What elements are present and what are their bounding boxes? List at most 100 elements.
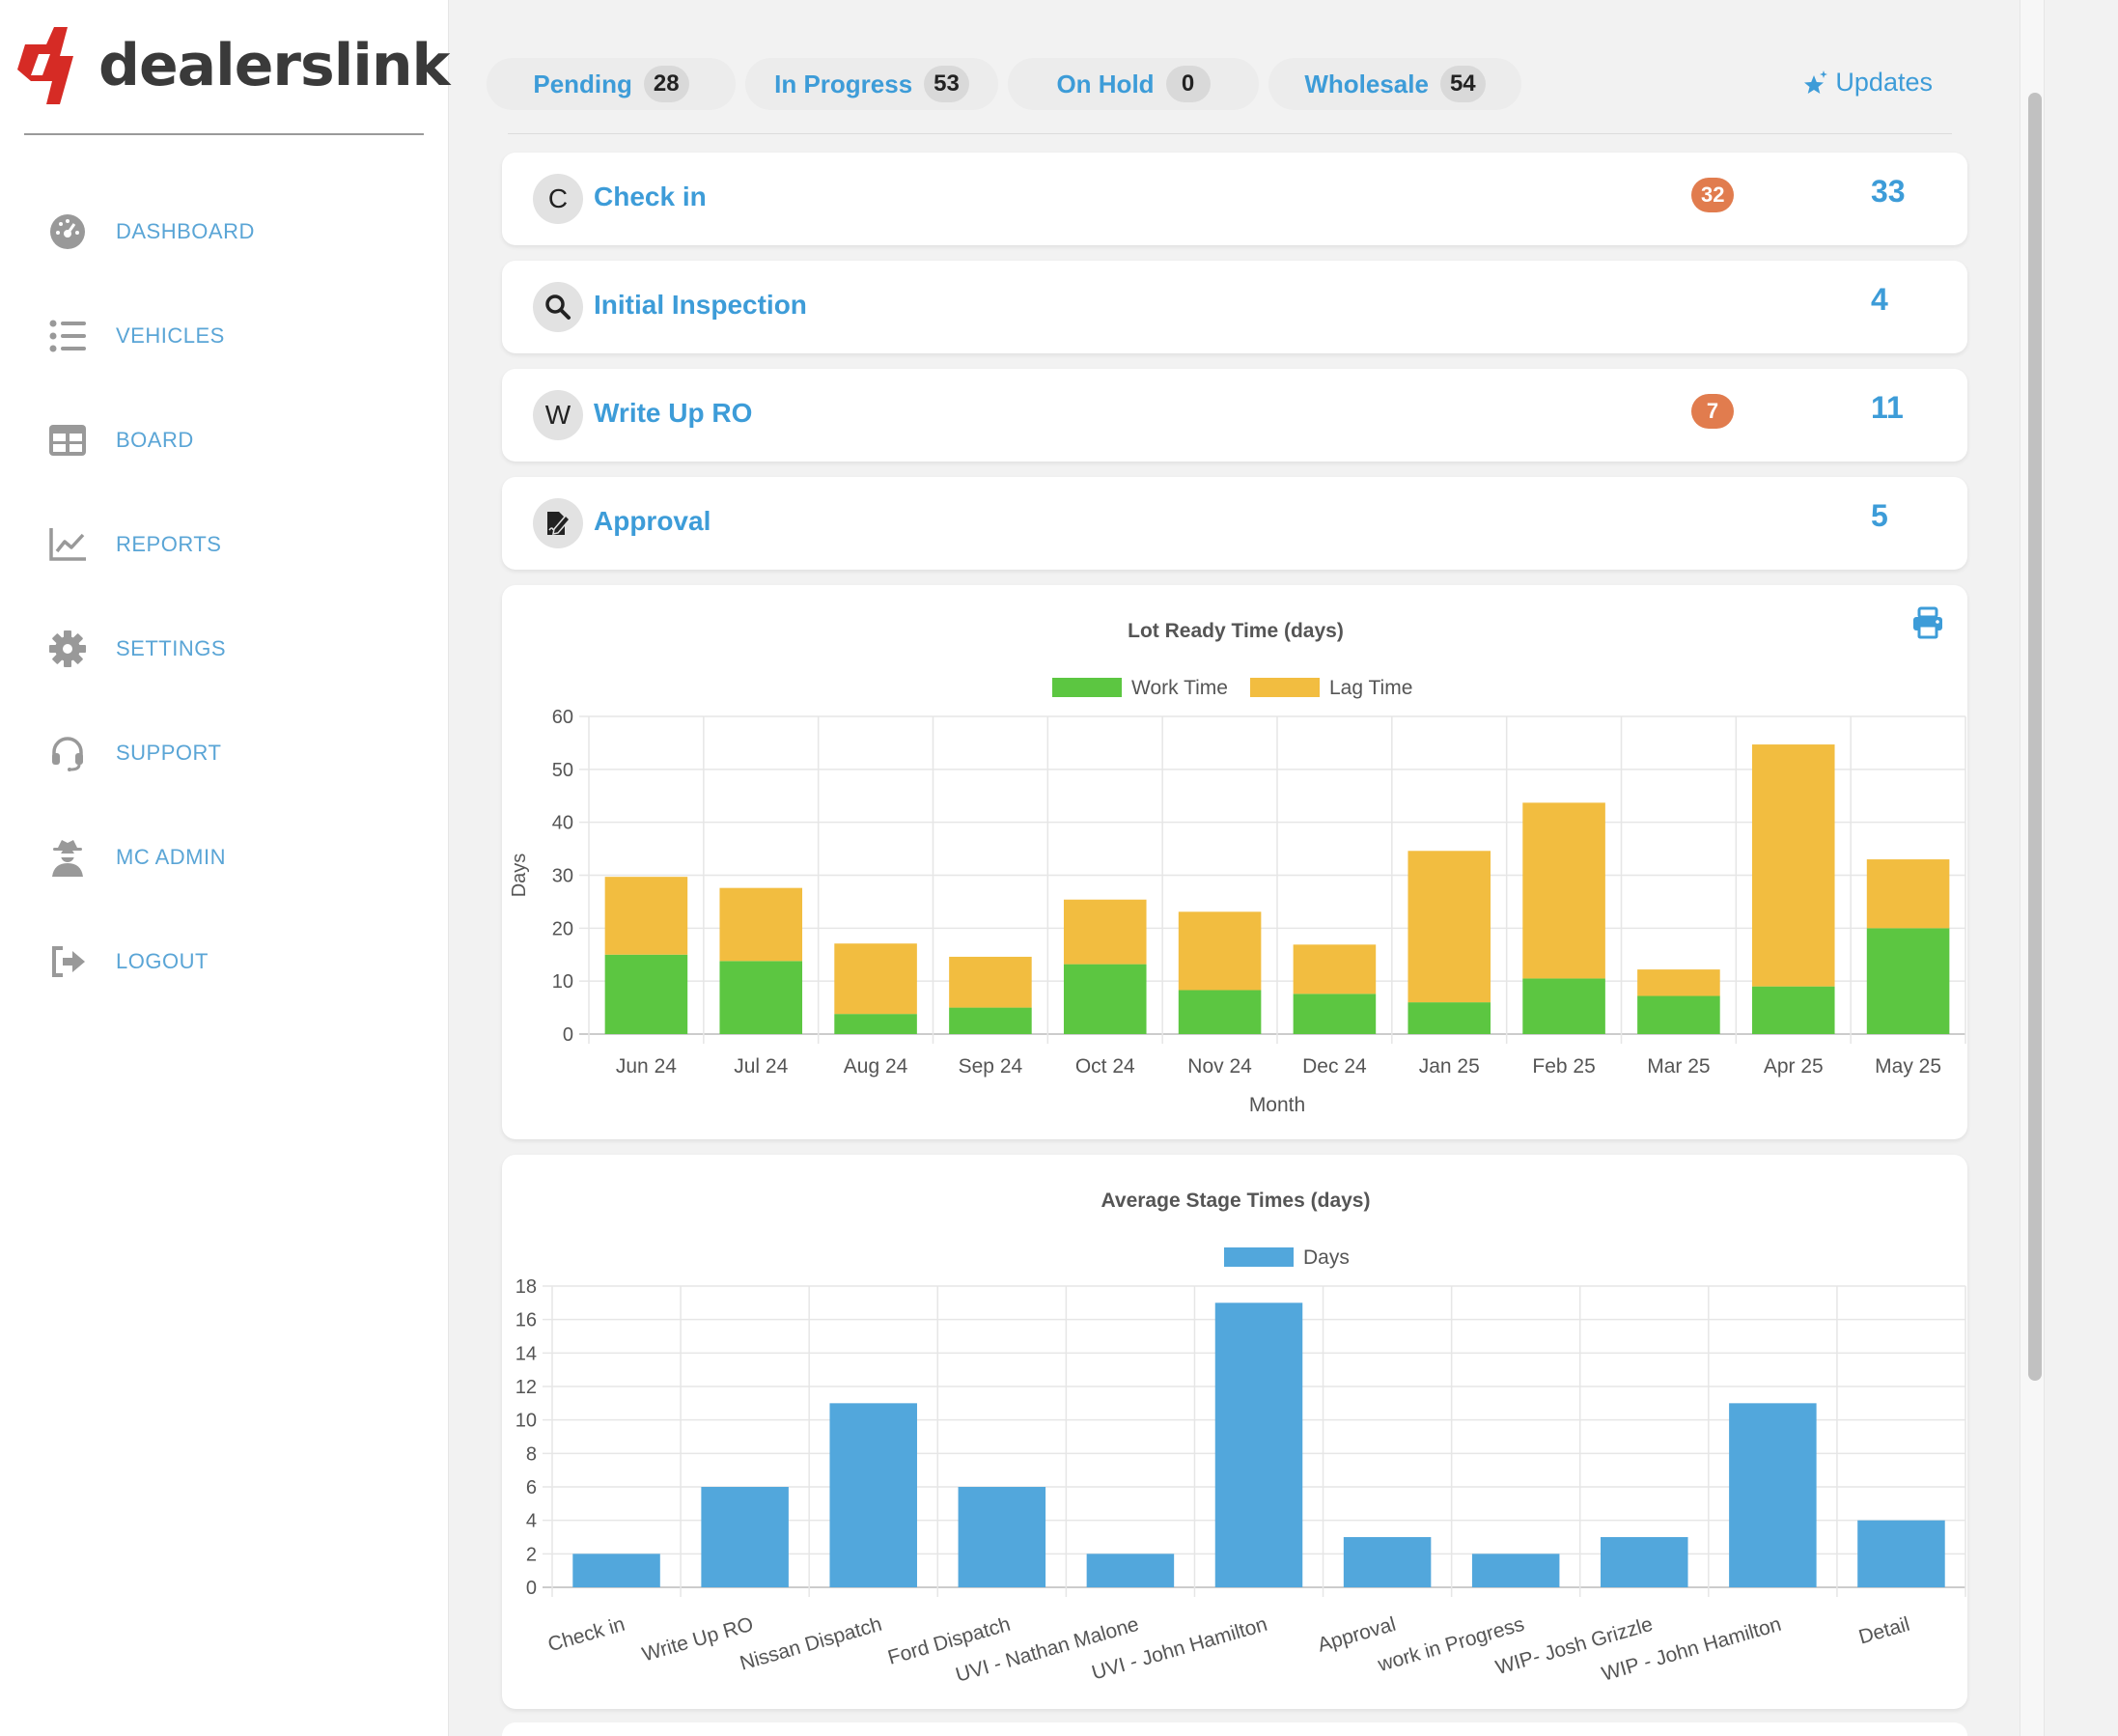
signature-icon (533, 498, 583, 548)
sidebar-item-support[interactable]: SUPPORT (0, 701, 449, 805)
bar (1857, 1520, 1945, 1587)
sidebar-item-label: SUPPORT (116, 741, 222, 765)
y-tick-label: 60 (552, 707, 573, 728)
logo-mark-icon (17, 27, 73, 104)
tab-count-badge: 0 (1165, 66, 1211, 102)
y-tick-label: 0 (563, 1024, 573, 1046)
bar (1866, 928, 1950, 1034)
stage-write-up-ro[interactable]: W Write Up RO 7 11 (502, 369, 1967, 462)
main-content: Pending 28 In Progress 53 On Hold 0 Whol… (450, 0, 2020, 1736)
page-scrollbar (2020, 0, 2118, 1736)
y-axis-label: Days (509, 854, 530, 898)
x-axis-label: Month (1249, 1094, 1305, 1116)
divider (508, 133, 1952, 134)
x-tick-label: Aug 24 (844, 1055, 908, 1078)
sidebar-item-logout[interactable]: LOGOUT (0, 910, 449, 1014)
bar (719, 887, 803, 962)
logo[interactable]: dealerslink (17, 27, 450, 104)
updates-label: Updates (1835, 68, 1933, 97)
stage-name: Check in (594, 182, 707, 211)
stage-initial-inspection[interactable]: Initial Inspection 4 (502, 261, 1967, 353)
tab-in-progress[interactable]: In Progress 53 (745, 58, 998, 110)
x-tick-label: May 25 (1875, 1055, 1941, 1078)
y-tick-label: 16 (516, 1310, 537, 1331)
stage-name: Approval (594, 506, 711, 536)
x-tick-label: Feb 25 (1532, 1055, 1595, 1078)
bar (958, 1487, 1046, 1587)
sidebar-item-dashboard[interactable]: DASHBOARD (0, 180, 449, 284)
sidebar-item-vehicles[interactable]: VEHICLES (0, 284, 449, 388)
tab-count-badge: 54 (1439, 66, 1486, 102)
legend-swatch (1052, 678, 1122, 697)
x-tick-label: Apr 25 (1764, 1055, 1824, 1078)
stage-name: Initial Inspection (594, 290, 807, 320)
average-stage-times-chart: Average Stage Times (days) Days 0 2 4 6 8 10 12 1… (516, 1190, 1966, 1687)
sidebar-item-mc-admin[interactable]: MC ADMIN (0, 805, 449, 910)
logout-icon (48, 942, 87, 981)
stage-alert-badge: 32 (1691, 178, 1735, 212)
y-tick-label: 8 (526, 1443, 537, 1465)
stage-check-in[interactable]: C Check in 32 33 (502, 153, 1967, 245)
sidebar-item-label: DASHBOARD (116, 219, 255, 243)
scrollbar-thumb[interactable] (2028, 93, 2042, 1381)
brand-name: dealerslink (98, 32, 450, 99)
bar (719, 961, 803, 1034)
x-tick-label: Mar 25 (1647, 1055, 1710, 1078)
board-grid-icon (48, 421, 87, 460)
y-tick-label: 2 (526, 1544, 537, 1565)
y-tick-label: 4 (526, 1511, 537, 1532)
bar (1522, 978, 1605, 1034)
sidebar-item-label: LOGOUT (116, 949, 209, 973)
bar (572, 1554, 660, 1587)
updates-link[interactable]: Updates (1802, 68, 1933, 98)
status-tabs: Pending 28 In Progress 53 On Hold 0 Whol… (487, 58, 1531, 110)
sidebar-item-label: VEHICLES (116, 323, 225, 348)
y-tick-label: 20 (552, 918, 573, 939)
x-tick-label: Jul 24 (734, 1055, 788, 1078)
tab-count-badge: 53 (924, 66, 969, 102)
y-tick-label: 6 (526, 1477, 537, 1498)
bar (1293, 994, 1377, 1034)
bar (1866, 859, 1950, 929)
sidebar-item-settings[interactable]: SETTINGS (0, 597, 449, 701)
print-button[interactable] (1911, 606, 1944, 644)
bar (1637, 995, 1720, 1034)
sidebar-item-board[interactable]: BOARD (0, 388, 449, 492)
gear-icon (48, 630, 87, 668)
x-tick-label: Jun 24 (616, 1055, 677, 1078)
x-tick-label: Nissan Dispatch (738, 1613, 884, 1675)
y-tick-label: 12 (516, 1377, 537, 1398)
tab-on-hold[interactable]: On Hold 0 (1008, 58, 1259, 110)
stage-name: Write Up RO (594, 398, 753, 428)
stage-approval[interactable]: Approval 5 (502, 477, 1967, 570)
stage-count: 4 (1871, 282, 1888, 317)
lot-ready-time-chart-card: Lot Ready Time (days) Work Time Lag Time 0 1… (502, 585, 1967, 1139)
bar (1407, 851, 1491, 1003)
bar (1751, 986, 1835, 1034)
bar (1063, 964, 1147, 1034)
x-tick-label: Jan 25 (1419, 1055, 1480, 1078)
legend-swatch (1250, 678, 1320, 697)
y-tick-label: 0 (526, 1578, 537, 1599)
tab-label: In Progress (774, 69, 913, 98)
bar (1601, 1537, 1688, 1587)
bar (604, 877, 688, 955)
sidebar-item-reports[interactable]: REPORTS (0, 492, 449, 597)
bar (1729, 1403, 1817, 1587)
legend-label: Days (1303, 1246, 1350, 1269)
scrollbar-track[interactable] (2020, 0, 2045, 1736)
tab-wholesale[interactable]: Wholesale 54 (1268, 58, 1521, 110)
y-tick-label: 30 (552, 866, 573, 887)
divider (24, 133, 424, 135)
user-secret-icon (48, 838, 87, 877)
lot-ready-time-chart: Lot Ready Time (days) Work Time Lag Time 0 1… (509, 620, 1966, 1116)
tab-pending[interactable]: Pending 28 (487, 58, 736, 110)
stage-letter-icon: C (533, 174, 583, 224)
legend-label: Lag Time (1329, 677, 1412, 699)
chart-title: Average Stage Times (days) (1101, 1190, 1371, 1212)
bar (949, 1007, 1032, 1034)
bar (834, 943, 917, 1015)
x-tick-label: Detail (1856, 1613, 1912, 1649)
stage-count: 33 (1871, 174, 1906, 209)
sidebar-nav: DASHBOARD VEHICLES BOARD REPORTS SETTING… (0, 180, 449, 1014)
